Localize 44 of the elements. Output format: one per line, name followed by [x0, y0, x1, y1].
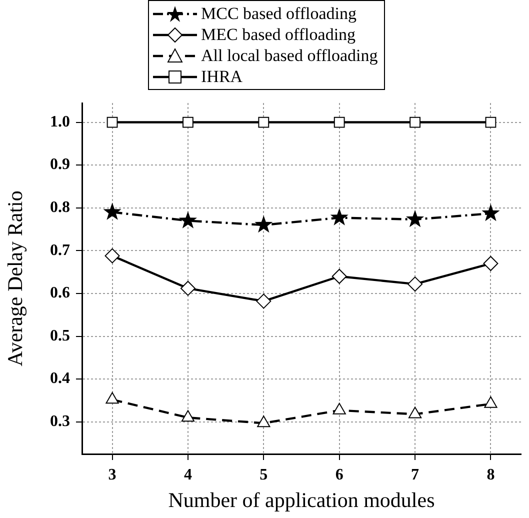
point: [258, 116, 270, 128]
x-axis-title: Number of application modules: [168, 488, 435, 512]
x-tick-label: 5: [260, 466, 268, 484]
point: [408, 406, 422, 418]
x-tick-label: 3: [108, 466, 116, 484]
point: [485, 116, 496, 128]
y-tick-label: 0.6: [50, 284, 70, 302]
point: [181, 410, 195, 422]
y-tick-label: 0.9: [50, 156, 70, 174]
point: [406, 210, 424, 228]
point: [180, 280, 196, 296]
x-tick-label: 8: [486, 466, 495, 484]
point: [408, 276, 423, 292]
point: [106, 116, 118, 128]
y-tick-label: 0.5: [50, 327, 70, 344]
point: [104, 248, 120, 264]
x-tick-label: 7: [411, 466, 420, 484]
x-tick-label: 4: [184, 466, 192, 484]
point: [256, 294, 272, 309]
point: [103, 202, 122, 220]
point: [106, 392, 119, 404]
point: [254, 215, 273, 233]
point: [182, 116, 194, 128]
point: [482, 204, 500, 222]
y-tick-label: 0.8: [50, 199, 70, 216]
y-tick-label: 1.0: [50, 113, 70, 130]
y-tick-label: 0.7: [50, 242, 70, 259]
point: [330, 208, 348, 226]
point: [410, 116, 420, 128]
point: [484, 396, 498, 408]
y-tick-label: 0.4: [50, 370, 70, 388]
legend-label: MEC based offloading: [201, 24, 356, 45]
y-tick-label: 0.3: [50, 413, 70, 430]
legend-label: MCC based offloading: [201, 3, 357, 24]
point: [178, 211, 197, 228]
point: [334, 116, 345, 128]
legend-label: IHRA: [201, 66, 243, 87]
legend-label: All local based offloading: [201, 45, 378, 66]
y-axis-title: Average Delay Ratio: [3, 190, 28, 366]
point: [332, 268, 347, 284]
x-tick-label: 6: [335, 466, 344, 484]
point: [257, 416, 270, 428]
point: [332, 402, 346, 414]
point: [483, 256, 498, 272]
